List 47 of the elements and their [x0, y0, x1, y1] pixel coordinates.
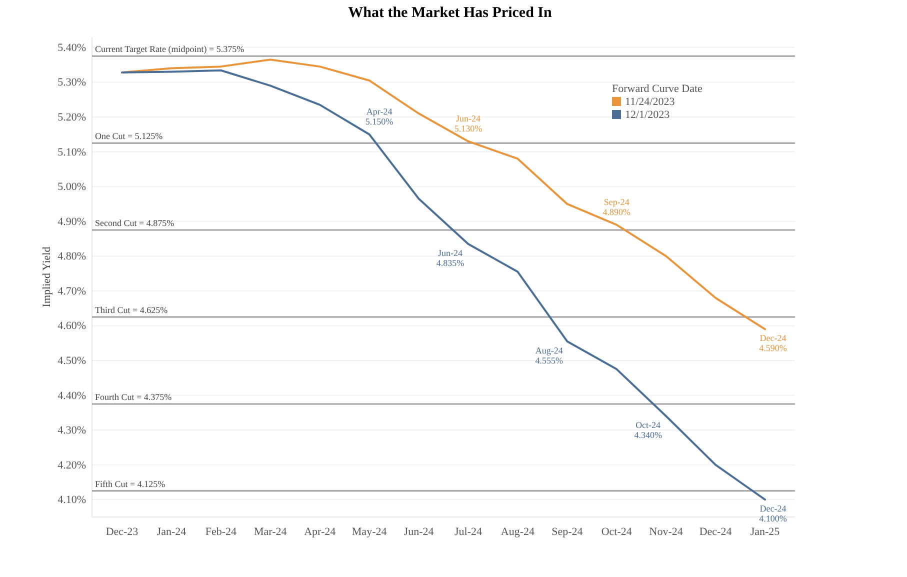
y-tick-label: 4.60% — [58, 320, 86, 332]
y-tick-label: 4.50% — [58, 355, 86, 367]
annotation: Dec-24 4.590% — [759, 333, 788, 354]
x-tick-label: Jun-24 — [404, 526, 434, 538]
y-tick-label: 4.30% — [58, 424, 86, 437]
x-tick-label: Oct-24 — [601, 526, 632, 538]
annotation: Sep-24 4.890% — [602, 196, 631, 217]
x-tick-label: Dec-24 — [699, 526, 732, 538]
annotation: Jun-24 5.130% — [454, 113, 483, 134]
ref-line-label: Third Cut = 4.625% — [95, 305, 168, 315]
annotation: Jun-24 4.835% — [436, 248, 465, 268]
annotation: Apr-24 5.150% — [365, 106, 394, 126]
y-axis-title: Implied Yield — [41, 246, 53, 308]
x-tick-label: Jan-25 — [750, 526, 780, 538]
y-tick-label: 4.90% — [58, 216, 86, 228]
y-tick-label: 5.10% — [58, 146, 86, 158]
x-tick-label: Feb-24 — [205, 526, 237, 538]
y-tick-label: 4.40% — [58, 390, 86, 402]
y-tick-label: 5.30% — [58, 76, 86, 89]
x-tick-label: Dec-23 — [106, 526, 139, 538]
y-tick-label: 4.10% — [58, 494, 86, 506]
x-tick-label: Mar-24 — [254, 526, 288, 538]
ref-line-label: Current Target Rate (midpoint) = 5.375% — [95, 44, 245, 54]
y-tick-label: 5.00% — [58, 181, 86, 194]
x-tick-label: Jan-24 — [156, 526, 187, 538]
x-tick-label: May-24 — [352, 526, 388, 538]
x-tick-label: Aug-24 — [500, 526, 535, 538]
x-tick-label: Jul-24 — [454, 526, 482, 538]
x-tick-label: Apr-24 — [304, 526, 336, 538]
x-tick-label: Nov-24 — [649, 526, 684, 538]
annotation: Aug-24 4.555% — [535, 345, 564, 366]
legend-label: 11/24/2023 — [625, 96, 676, 108]
ref-line-label: One Cut = 5.125% — [95, 131, 164, 142]
annotation: Dec-24 4.100% — [759, 504, 788, 524]
ref-line-label: Fifth Cut = 4.125% — [95, 478, 166, 489]
annotation: Oct-24 4.340% — [634, 420, 662, 440]
y-tick-label: 4.20% — [58, 459, 86, 472]
y-tick-label: 4.70% — [58, 285, 86, 298]
y-tick-label: 4.80% — [58, 250, 86, 263]
chart-title: What the Market Has Priced In — [348, 5, 553, 21]
legend-label: 12/1/2023 — [625, 109, 670, 121]
ref-line-label: Fourth Cut = 4.375% — [95, 392, 172, 402]
y-tick-label: 5.40% — [58, 42, 86, 54]
x-tick-label: Sep-24 — [552, 526, 584, 538]
legend-title: Forward Curve Date — [612, 83, 703, 95]
ref-line-label: Second Cut = 4.875% — [95, 218, 175, 228]
y-tick-label: 5.20% — [58, 112, 86, 124]
